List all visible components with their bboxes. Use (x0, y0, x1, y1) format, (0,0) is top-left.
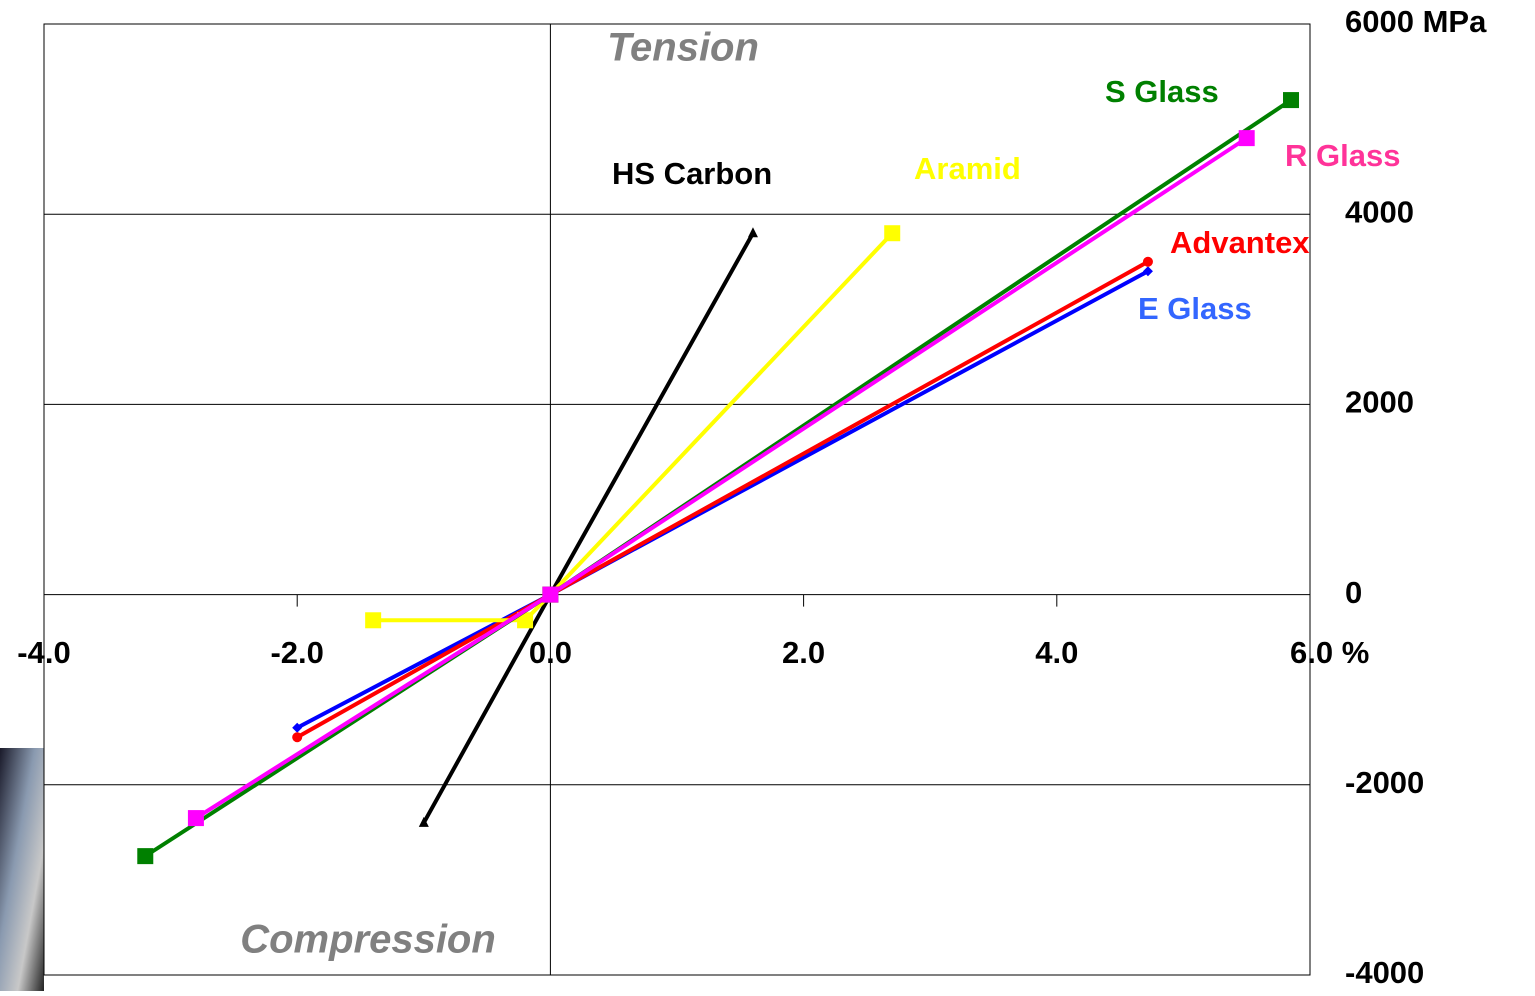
marker (187, 810, 204, 827)
annotation: Compression (240, 918, 496, 962)
y-tick-label: -4000 (1345, 955, 1424, 990)
legend-label: HS Carbon (612, 156, 772, 191)
y-tick-label: 0 (1345, 575, 1362, 610)
legend-label: R Glass (1285, 138, 1400, 173)
marker (1142, 266, 1153, 277)
x-tick-label: 6.0 % (1290, 635, 1369, 670)
marker (1238, 130, 1255, 147)
marker (747, 227, 758, 238)
annotation: Tension (607, 26, 759, 70)
series-line (296, 260, 1149, 739)
marker (365, 612, 382, 629)
marker (1283, 92, 1300, 109)
legend-label: Aramid (914, 151, 1021, 186)
x-tick-label: 0.0 (529, 635, 572, 670)
y-tick-label: 4000 (1345, 194, 1414, 229)
marker (542, 586, 559, 603)
y-tick-label: -2000 (1345, 765, 1424, 800)
marker (517, 612, 534, 629)
x-tick-label: 4.0 (1035, 635, 1078, 670)
legend-label: Advantex (1170, 225, 1310, 260)
series-line (373, 231, 894, 623)
x-tick-label: -2.0 (270, 635, 323, 670)
x-tick-label: -4.0 (17, 635, 70, 670)
y-tick-label: 2000 (1345, 385, 1414, 420)
x-tick-label: 2.0 (782, 635, 825, 670)
marker (418, 816, 429, 827)
series-line (422, 232, 755, 824)
marker (292, 732, 303, 743)
marker (292, 722, 303, 733)
photo (0, 748, 44, 991)
marker (137, 848, 154, 865)
y-tick-label: 6000 MPa (1345, 4, 1487, 39)
legend-label: S Glass (1105, 74, 1219, 109)
legend-label: E Glass (1138, 291, 1252, 326)
marker (1142, 256, 1153, 267)
marker (884, 225, 901, 242)
